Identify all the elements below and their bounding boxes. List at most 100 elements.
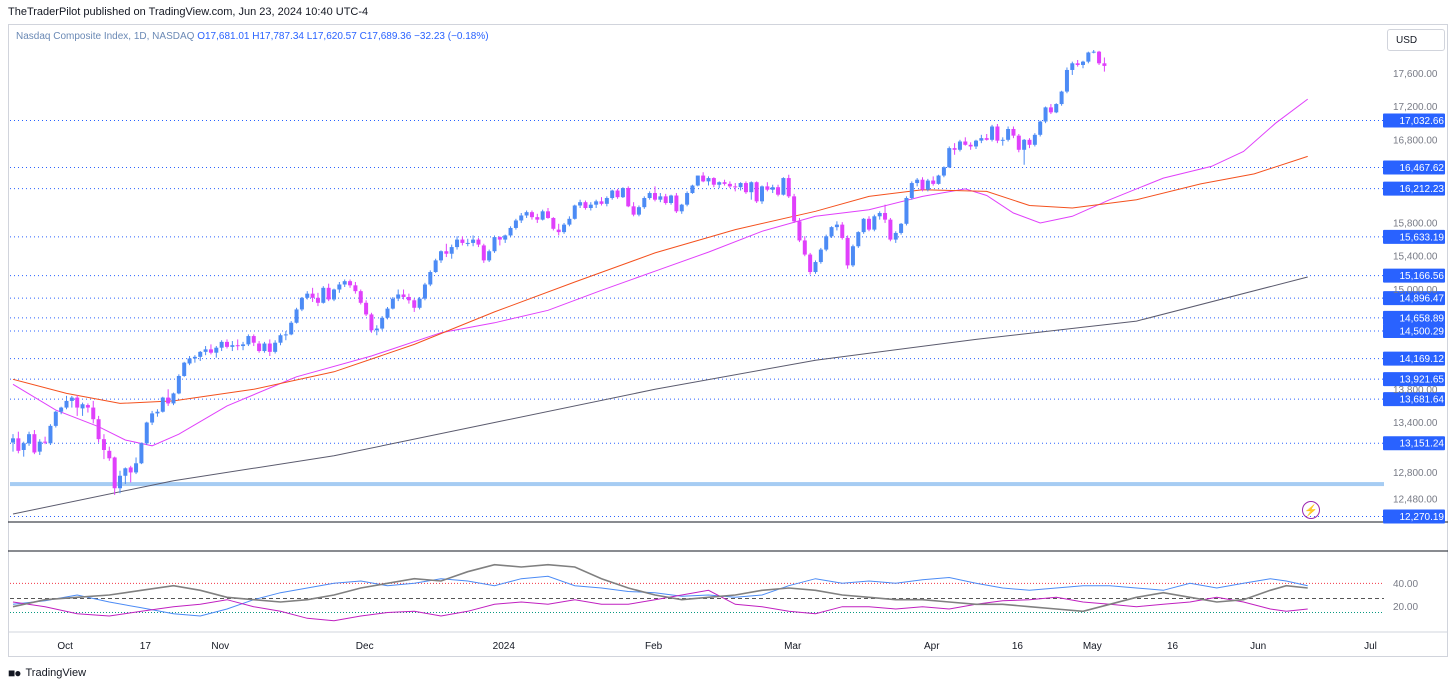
tradingview-logo[interactable]: ■● TradingView	[8, 666, 86, 680]
currency-button[interactable]: USD	[1387, 29, 1445, 51]
y-axis-label-4: 15,400.00	[1393, 252, 1438, 263]
candle-body	[572, 205, 577, 219]
candle-13	[80, 402, 85, 416]
candle-101	[551, 217, 556, 231]
moving-average-mid	[12, 155, 1308, 404]
candle-81	[444, 243, 449, 258]
candle-201	[1086, 51, 1091, 64]
candle-179	[968, 142, 973, 150]
candle-body	[59, 407, 64, 412]
candle-body	[16, 438, 21, 451]
candle-body	[182, 362, 187, 376]
candle-102	[556, 223, 561, 236]
x-axis-label-8: 16	[1012, 641, 1024, 652]
candle-body	[588, 204, 593, 208]
candle-172	[931, 176, 936, 186]
candle-131	[711, 177, 716, 188]
candle-137	[743, 181, 748, 194]
candle-130	[706, 176, 711, 186]
candle-124	[674, 193, 679, 213]
candle-188	[1016, 133, 1021, 153]
candle-body	[604, 198, 609, 204]
candle-body	[246, 336, 251, 345]
candle-66	[364, 300, 369, 317]
candle-body	[776, 187, 781, 195]
candle-body	[155, 411, 160, 414]
candle-71	[390, 296, 395, 310]
lightning-icon[interactable]: ⚡	[1302, 501, 1320, 519]
candle-body	[64, 400, 69, 408]
candle-69	[380, 316, 385, 331]
candle-127	[690, 184, 695, 194]
candle-body	[262, 343, 267, 352]
candle-54	[299, 296, 304, 312]
candle-body	[96, 419, 101, 440]
candle-body	[75, 397, 80, 408]
candle-body	[348, 281, 353, 286]
price-tag-4: 15,166.56	[1400, 271, 1445, 282]
candle-body	[786, 178, 791, 197]
candle-84	[460, 236, 465, 246]
candle-body	[781, 178, 786, 195]
price-tag-3: 15,633.19	[1400, 232, 1445, 243]
candle-body	[963, 141, 968, 145]
candle-38	[214, 346, 219, 358]
candle-37	[208, 344, 213, 355]
candle-79	[433, 258, 438, 273]
candle-body	[208, 349, 213, 353]
candle-163	[883, 204, 888, 223]
candle-26	[150, 410, 155, 426]
candle-98	[535, 213, 540, 223]
candle-body	[214, 347, 219, 353]
candle-body	[433, 260, 438, 273]
candle-body	[235, 345, 240, 347]
candle-body	[995, 126, 1000, 141]
candle-90	[492, 235, 497, 253]
candle-body	[1043, 107, 1048, 122]
candle-body	[792, 196, 797, 222]
candle-49	[273, 340, 278, 354]
candle-171	[925, 178, 930, 192]
price-tag-bg-10	[1383, 392, 1445, 407]
candle-body	[1075, 63, 1080, 65]
candle-body	[85, 405, 90, 408]
y-axis-label-0: 17,600.00	[1393, 69, 1438, 80]
candle-body	[861, 218, 866, 233]
candle-122	[663, 193, 668, 205]
candle-body	[743, 183, 748, 193]
candle-body	[497, 237, 502, 240]
candle-body	[487, 251, 492, 261]
candle-114	[620, 187, 625, 199]
candle-body	[32, 434, 37, 453]
candle-body	[915, 179, 920, 184]
candle-body	[856, 232, 861, 247]
candle-body	[53, 411, 58, 426]
candle-43	[241, 341, 246, 351]
candle-160	[867, 216, 871, 232]
candle-body	[984, 138, 989, 140]
x-axis-label-11: Jun	[1250, 641, 1266, 652]
candle-body	[1086, 52, 1091, 62]
candle-body	[1011, 128, 1016, 136]
candle-52	[289, 321, 294, 336]
candle-body	[701, 175, 706, 182]
candle-body	[990, 126, 995, 140]
candle-body	[1022, 139, 1027, 150]
price-tag-bg-3	[1383, 229, 1445, 244]
candle-body	[481, 245, 486, 261]
candle-67	[369, 312, 374, 333]
candle-body	[21, 443, 26, 450]
candle-body	[936, 175, 941, 184]
candle-89	[487, 249, 492, 263]
oscillator-gray-line	[12, 563, 1308, 613]
candle-body	[299, 297, 304, 310]
symbol-name[interactable]: Nasdaq Composite Index, 1D, NASDAQ	[16, 31, 195, 42]
candle-119	[647, 191, 652, 200]
candle-133	[722, 179, 727, 186]
price-tag-bg-8	[1383, 351, 1445, 366]
candle-32	[182, 361, 187, 377]
candle-body	[444, 251, 449, 254]
candle-body	[176, 375, 181, 394]
candle-body	[519, 215, 524, 221]
